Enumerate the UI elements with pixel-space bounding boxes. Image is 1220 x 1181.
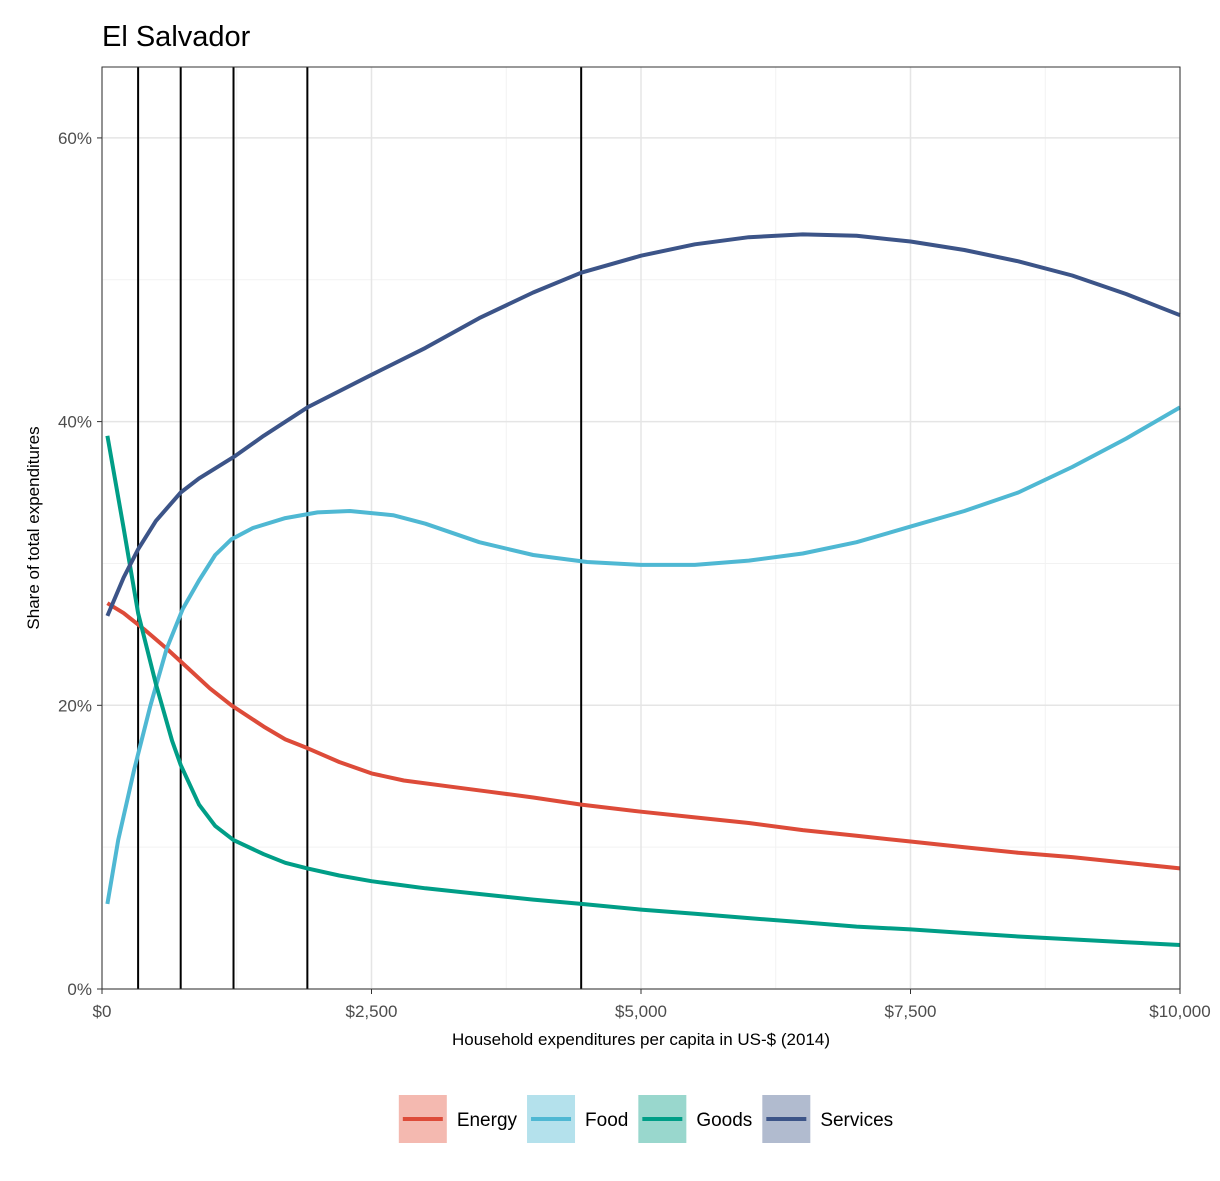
legend-item-energy: Energy <box>398 1095 518 1143</box>
legend-item-services: Services <box>762 1095 893 1143</box>
grid-lines <box>101 67 1181 990</box>
x-axis-ticks: $0 $2,500 $5,000 $7,500 $10,000 <box>93 989 1211 1021</box>
y-tick-label: 20% <box>58 696 92 715</box>
legend-label: Goods <box>696 1110 752 1131</box>
x-tick-label: $10,000 <box>1149 1002 1210 1021</box>
series-lines <box>105 232 1182 947</box>
legend-item-goods: Goods <box>638 1095 752 1143</box>
x-tick-label: $2,500 <box>346 1002 398 1021</box>
y-axis-title: Share of total expenditures <box>24 426 43 629</box>
y-tick-label: 0% <box>67 980 92 999</box>
y-tick-label: 60% <box>58 129 92 148</box>
chart-title: El Salvador <box>102 21 251 53</box>
vertical-reference-lines <box>137 67 583 989</box>
legend: Energy Food Goods Services <box>398 1095 893 1143</box>
series-line-energy <box>106 601 1181 871</box>
x-axis-title: Household expenditures per capita in US-… <box>452 1030 830 1049</box>
legend-label: Energy <box>457 1110 518 1131</box>
y-tick-label: 40% <box>58 413 92 432</box>
y-axis-ticks: 0% 20% 40% 60% <box>58 129 102 999</box>
legend-label: Food <box>585 1110 628 1131</box>
x-tick-label: $0 <box>93 1002 112 1021</box>
legend-label: Services <box>820 1110 893 1131</box>
legend-item-food: Food <box>527 1095 628 1143</box>
series-line-food <box>105 405 1182 905</box>
series-line-services <box>105 232 1181 617</box>
series-line-goods <box>105 435 1181 947</box>
x-tick-label: $7,500 <box>885 1002 937 1021</box>
x-tick-label: $5,000 <box>615 1002 667 1021</box>
